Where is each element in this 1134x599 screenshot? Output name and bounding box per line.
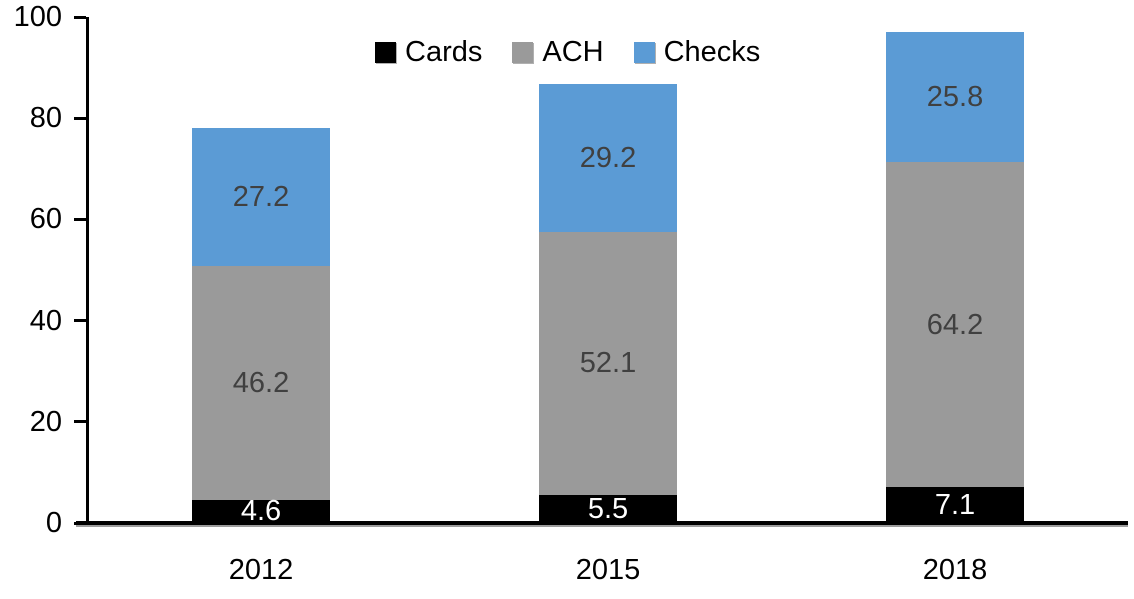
y-tick-label: 0: [45, 507, 62, 539]
legend-item-checks: Checks: [633, 36, 761, 68]
bar-segment-checks: [192, 128, 330, 266]
y-axis-tick: [74, 319, 86, 323]
legend-swatch-icon: [375, 41, 396, 63]
legend-label: ACH: [542, 36, 604, 68]
y-tick-label: 20: [29, 405, 62, 438]
legend-item-cards: Cards: [375, 36, 482, 68]
bar-segment-ach: [192, 265, 330, 500]
bar-value-label: 5.5: [587, 493, 629, 526]
legend-swatch-icon: [512, 41, 534, 63]
x-tick-label: 2012: [228, 554, 294, 586]
x-axis-line: [76, 521, 1128, 525]
y-tick-label: 80: [29, 102, 62, 135]
bar-value-label: 4.6: [240, 495, 282, 528]
bar-value-label: 64.2: [926, 308, 984, 341]
y-axis-tick: [74, 217, 86, 221]
chart-legend: Cards ACH Checks: [375, 36, 760, 68]
legend-label: Checks: [663, 36, 761, 68]
bar-segment-cards: [192, 499, 330, 523]
bar-segment-cards: [539, 495, 677, 523]
bar-value-label: 25.8: [926, 80, 984, 113]
bar-value-label: 27.2: [232, 181, 290, 214]
bar-value-label: 7.1: [934, 489, 976, 522]
y-tick-label: 100: [13, 1, 62, 33]
y-tick-label: 60: [29, 203, 62, 236]
x-tick-label: 2018: [922, 554, 988, 586]
y-tick-label: 40: [29, 304, 62, 337]
y-axis-tick: [74, 116, 86, 120]
legend-label: Cards: [405, 36, 483, 68]
bar-value-label: 29.2: [579, 141, 637, 174]
legend-swatch-icon: [633, 41, 655, 63]
bar-segment-ach: [886, 162, 1024, 488]
legend-item-ach: ACH: [512, 36, 604, 68]
bar-segment-cards: [886, 487, 1024, 523]
bar-segment-checks: [539, 83, 677, 232]
bar-value-label: 52.1: [579, 347, 637, 380]
bar-segment-checks: [886, 31, 1024, 163]
x-tick-label: 2015: [575, 554, 641, 586]
y-axis-tick: [74, 420, 86, 424]
bar-segment-ach: [539, 231, 677, 496]
bar-value-label: 46.2: [232, 366, 290, 399]
y-axis-tick: [74, 15, 86, 19]
y-axis-line: [86, 17, 89, 527]
